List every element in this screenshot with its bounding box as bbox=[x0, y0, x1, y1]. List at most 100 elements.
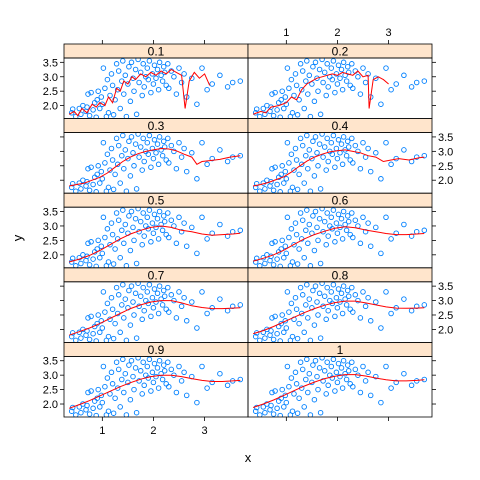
data-point bbox=[150, 305, 157, 311]
data-point bbox=[78, 260, 84, 267]
data-point bbox=[307, 113, 314, 119]
panel-frame bbox=[247, 355, 433, 418]
data-point bbox=[297, 210, 304, 216]
data-point bbox=[388, 161, 394, 168]
data-point bbox=[328, 65, 335, 71]
data-point bbox=[165, 284, 171, 291]
data-point bbox=[297, 61, 304, 67]
data-point bbox=[378, 101, 384, 107]
data-point bbox=[347, 381, 353, 387]
data-point bbox=[93, 114, 99, 119]
data-point bbox=[102, 383, 108, 390]
data-point bbox=[297, 284, 304, 291]
data-point bbox=[146, 281, 153, 288]
data-point bbox=[312, 283, 319, 289]
data-point bbox=[148, 89, 154, 96]
data-point bbox=[349, 61, 355, 67]
data-point bbox=[131, 386, 137, 393]
data-point bbox=[291, 241, 297, 248]
data-point bbox=[115, 292, 122, 298]
data-point bbox=[78, 409, 84, 416]
data-point bbox=[83, 257, 89, 264]
data-point bbox=[312, 208, 319, 215]
data-point bbox=[373, 75, 379, 81]
data-point bbox=[332, 388, 338, 394]
data-point bbox=[90, 405, 96, 412]
data-point bbox=[85, 240, 91, 247]
data-point bbox=[360, 139, 366, 146]
data-point bbox=[309, 155, 315, 162]
data-point bbox=[330, 207, 337, 213]
data-point bbox=[317, 186, 324, 192]
y-tick-label: 2.0 bbox=[438, 175, 453, 187]
data-point bbox=[293, 231, 300, 238]
data-point bbox=[130, 299, 136, 305]
data-point bbox=[296, 320, 302, 327]
data-point bbox=[159, 376, 166, 383]
data-point bbox=[156, 208, 163, 215]
data-point bbox=[68, 110, 75, 116]
data-point bbox=[88, 313, 94, 320]
strip-label: 0.5 bbox=[148, 194, 165, 208]
data-point bbox=[328, 214, 335, 221]
y-tick-label: 3.5 bbox=[43, 207, 58, 219]
panel-0.3: 0.3 bbox=[63, 118, 249, 194]
data-point bbox=[84, 104, 90, 110]
axes-layer: 2.0 2.5 3.0 3.5 1 2 3 2.0 2.5 3.0 3.5 2.0 2.5 3.0 3.5 2… bbox=[43, 27, 454, 437]
data-point bbox=[272, 164, 278, 170]
data-point bbox=[97, 254, 103, 261]
data-point bbox=[209, 379, 215, 386]
data-point bbox=[86, 187, 93, 194]
data-point bbox=[137, 218, 144, 225]
data-point bbox=[275, 99, 282, 106]
data-point bbox=[335, 62, 342, 68]
panel-frame bbox=[247, 132, 433, 194]
data-point bbox=[95, 386, 101, 393]
data-point bbox=[199, 289, 205, 295]
data-point bbox=[131, 88, 137, 94]
data-point bbox=[86, 336, 93, 343]
data-point bbox=[360, 65, 366, 71]
data-point bbox=[120, 207, 126, 213]
data-point bbox=[281, 254, 287, 261]
data-point bbox=[237, 78, 244, 84]
data-point bbox=[277, 412, 283, 417]
data-point bbox=[350, 234, 356, 241]
data-point bbox=[178, 154, 185, 160]
data-point bbox=[183, 243, 190, 249]
data-point bbox=[176, 139, 182, 146]
data-point bbox=[325, 84, 331, 90]
data-point bbox=[367, 318, 374, 324]
data-point bbox=[383, 139, 389, 146]
data-point bbox=[128, 283, 135, 289]
data-point bbox=[237, 376, 244, 383]
data-point bbox=[268, 328, 274, 334]
data-point bbox=[408, 382, 415, 389]
data-point bbox=[294, 335, 301, 342]
data-point bbox=[299, 217, 306, 223]
data-point bbox=[294, 410, 301, 416]
data-point bbox=[329, 375, 336, 381]
data-point bbox=[123, 263, 130, 268]
data-point bbox=[277, 189, 283, 194]
plot-area bbox=[252, 132, 428, 194]
data-point bbox=[132, 365, 139, 371]
data-point bbox=[108, 369, 115, 376]
data-point bbox=[373, 150, 379, 156]
data-point bbox=[323, 316, 329, 323]
data-point bbox=[132, 215, 139, 222]
data-point bbox=[95, 312, 101, 318]
data-point bbox=[343, 376, 350, 383]
data-point bbox=[289, 259, 296, 265]
data-point bbox=[137, 144, 144, 150]
data-point bbox=[83, 332, 89, 338]
data-point bbox=[347, 82, 353, 89]
data-point bbox=[316, 290, 323, 297]
data-point bbox=[421, 227, 428, 234]
data-point bbox=[286, 309, 292, 315]
data-point bbox=[109, 82, 116, 89]
data-point bbox=[168, 217, 175, 223]
data-point bbox=[311, 396, 318, 403]
data-point bbox=[282, 94, 289, 100]
data-point bbox=[355, 74, 361, 80]
